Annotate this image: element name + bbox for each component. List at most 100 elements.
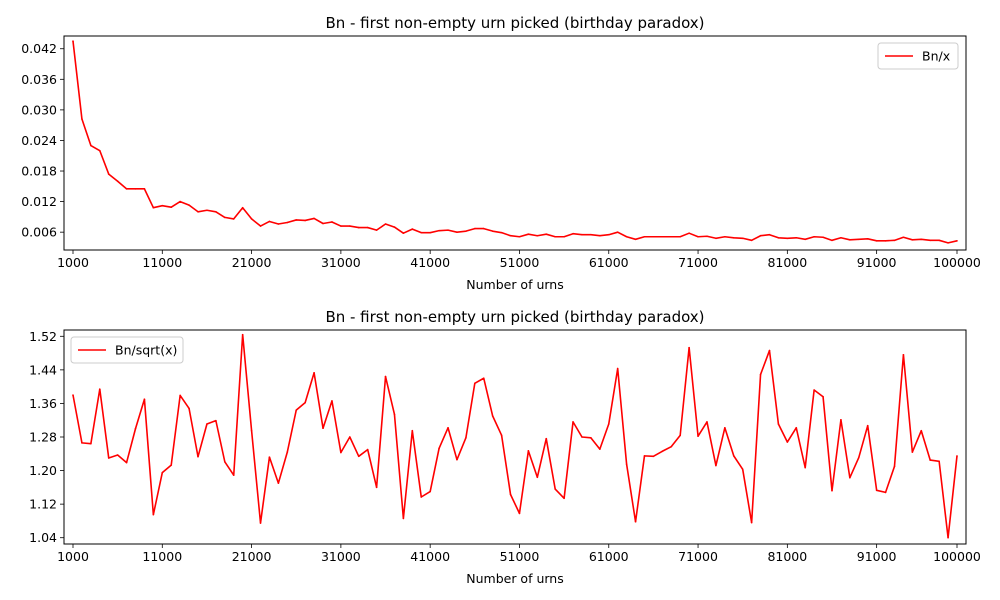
data-point <box>956 455 958 457</box>
data-point <box>456 458 458 461</box>
data-point <box>375 486 378 489</box>
x-tick-label: 21000 <box>232 549 272 564</box>
legend: Bn/x <box>877 42 959 70</box>
data-point <box>661 450 664 453</box>
data-point <box>697 435 699 437</box>
data-point <box>170 206 173 208</box>
y-tick-label: 0.036 <box>21 72 57 87</box>
data-point <box>536 234 539 237</box>
data-point <box>572 421 574 423</box>
data-point <box>947 536 949 539</box>
x-tick-label: 1000 <box>57 255 89 270</box>
x-tick-label: 51000 <box>500 255 540 270</box>
data-point <box>313 372 315 374</box>
x-tick-label: 71000 <box>678 549 718 564</box>
data-point <box>250 429 253 432</box>
x-tick-label: 41000 <box>410 549 450 564</box>
data-point <box>331 400 333 402</box>
data-point <box>268 220 271 223</box>
data-point <box>232 218 235 220</box>
data-point <box>929 459 932 461</box>
data-point <box>72 40 74 42</box>
data-point <box>822 236 824 239</box>
data-point <box>670 445 673 448</box>
data-point <box>143 398 146 401</box>
data-point <box>563 497 565 500</box>
x-tick-label: 100000 <box>933 255 981 270</box>
data-point <box>947 242 949 244</box>
x-tick-label: 1000 <box>57 549 89 564</box>
y-tick-label: 0.042 <box>21 41 57 56</box>
data-point <box>241 206 244 209</box>
y-tick-label: 1.28 <box>29 430 57 445</box>
data-point <box>411 228 414 230</box>
data-point <box>411 429 414 432</box>
data-point <box>813 389 815 391</box>
data-point <box>447 426 449 429</box>
x-tick-label: 11000 <box>142 549 182 564</box>
data-point <box>384 223 387 225</box>
data-point <box>107 173 110 175</box>
data-point <box>152 513 155 516</box>
data-point <box>286 451 289 453</box>
data-point <box>715 237 717 240</box>
data-point <box>277 482 280 484</box>
x-tick-label: 61000 <box>589 255 629 270</box>
data-point <box>875 489 878 492</box>
data-point <box>697 235 699 238</box>
data-point <box>98 388 101 390</box>
data-point <box>929 239 932 242</box>
data-point <box>688 346 690 349</box>
x-tick-label: 100000 <box>933 549 981 564</box>
y-tick-label: 0.006 <box>21 225 57 240</box>
x-tick-label: 61000 <box>589 549 629 564</box>
data-point <box>313 217 315 220</box>
data-point <box>482 227 485 230</box>
data-point <box>911 451 914 453</box>
y-tick-label: 1.36 <box>29 396 57 411</box>
data-point <box>357 455 360 458</box>
data-point <box>706 421 708 423</box>
data-point <box>840 419 842 421</box>
data-point <box>304 219 306 222</box>
data-point <box>90 144 92 147</box>
data-point <box>161 204 164 207</box>
data-point <box>366 448 369 451</box>
data-point <box>491 415 494 417</box>
data-point <box>795 426 798 429</box>
data-point <box>322 222 324 225</box>
data-point <box>732 455 735 457</box>
x-tick-label: 31000 <box>321 549 361 564</box>
data-point <box>340 451 342 454</box>
data-point <box>554 488 556 490</box>
data-point <box>616 231 619 233</box>
data-point <box>143 188 146 190</box>
axes-frame <box>63 35 967 251</box>
data-point <box>634 520 637 523</box>
chart-2: Bn - first non-empty urn picked (birthda… <box>29 308 981 586</box>
data-point <box>866 424 869 427</box>
data-point <box>277 223 280 225</box>
x-tick-label: 91000 <box>857 549 897 564</box>
data-point <box>866 237 869 240</box>
data-point <box>625 235 628 238</box>
data-point <box>241 333 244 336</box>
data-point <box>572 232 574 235</box>
y-tick-label: 1.52 <box>29 329 57 344</box>
data-point <box>250 218 253 220</box>
data-point <box>670 235 673 238</box>
data-point <box>429 231 431 234</box>
data-point <box>179 394 181 397</box>
data-point <box>804 238 806 241</box>
data-point <box>429 490 431 493</box>
data-point <box>813 235 815 238</box>
legend: Bn/sqrt(x) <box>70 336 184 364</box>
series-points <box>72 333 958 539</box>
data-point <box>902 353 905 356</box>
data-point <box>224 216 226 219</box>
legend-label: Bn/x <box>922 49 950 64</box>
data-point <box>607 423 610 425</box>
data-point <box>938 239 940 242</box>
x-tick-label: 71000 <box>678 255 718 270</box>
